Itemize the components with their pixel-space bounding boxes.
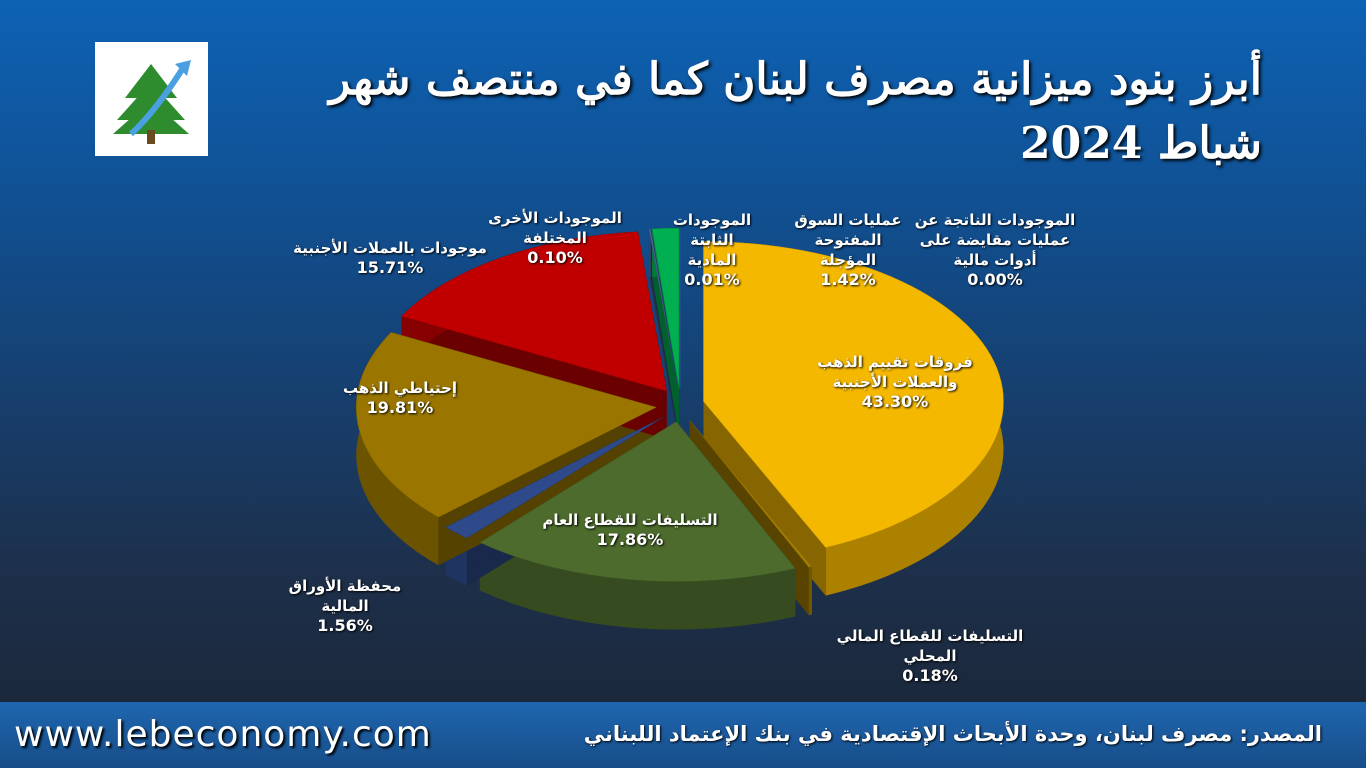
value-label: 1.42% — [820, 270, 876, 289]
slice-label: الموجودات الثابتة المادية 0.01% — [672, 210, 752, 290]
website: www.lebeconomy.com — [14, 714, 432, 755]
footer-band — [0, 702, 1366, 768]
category-label: موجودات بالعملات الأجنبية — [293, 239, 487, 257]
slice-label: التسليفات للقطاع المالي المحلي 0.18% — [820, 626, 1040, 686]
category-label: التسليفات للقطاع العام — [542, 511, 718, 529]
slice-label: الموجودات الأخرى المختلفة 0.10% — [455, 208, 655, 268]
chart-title: أبرز بنود ميزانية مصرف لبنان كما في منتص… — [329, 54, 1262, 169]
category-label: عمليات السوق المفتوحة المؤجلة — [794, 211, 902, 269]
value-label: 0.10% — [527, 248, 583, 267]
category-label: محفظة الأوراق المالية — [288, 577, 402, 615]
slice-label: الموجودات الناتجة عن عمليات مقايضة على أ… — [910, 210, 1080, 290]
slice — [651, 227, 680, 389]
value-label: 0.00% — [967, 270, 1023, 289]
slice — [401, 231, 667, 392]
slice-label: فروقات تقييم الذهب والعملات الأجنبية 43.3… — [795, 352, 995, 412]
slice-label: عمليات السوق المفتوحة المؤجلة 1.42% — [793, 210, 903, 290]
category-label: التسليفات للقطاع المالي المحلي — [836, 627, 1024, 665]
value-label: 43.30% — [861, 392, 929, 411]
category-label: الموجودات الثابتة المادية — [672, 211, 752, 269]
slice-side — [808, 566, 812, 616]
value-label: 1.56% — [317, 616, 373, 635]
slice-label: موجودات بالعملات الأجنبية 15.71% — [280, 238, 500, 278]
logo — [95, 42, 208, 156]
slice-label: التسليفات للقطاع العام 17.86% — [530, 510, 730, 550]
pie-chart — [355, 227, 1004, 630]
slice-label: إحتياطي الذهب 19.81% — [325, 378, 475, 418]
value-label: 15.71% — [356, 258, 424, 277]
value-label: 19.81% — [366, 398, 434, 417]
slice — [479, 421, 796, 582]
category-label: إحتياطي الذهب — [342, 379, 458, 397]
category-label: فروقات تقييم الذهب والعملات الأجنبية — [817, 353, 973, 391]
slice-side — [648, 228, 651, 278]
value-label: 0.18% — [902, 666, 958, 685]
slice — [355, 332, 657, 518]
value-label: 0.01% — [684, 270, 740, 289]
slice-side — [479, 542, 796, 630]
slice-label: محفظة الأوراق المالية 1.56% — [265, 576, 425, 636]
slice — [445, 416, 664, 539]
slice — [703, 241, 1004, 548]
logo-icon — [113, 60, 191, 144]
category-label: الموجودات الأخرى المختلفة — [488, 209, 622, 247]
slice — [650, 228, 679, 389]
category-label: الموجودات الناتجة عن عمليات مقايضة على أ… — [914, 211, 1076, 269]
slice — [689, 420, 813, 568]
value-label: 17.86% — [596, 530, 664, 549]
source-note: المصدر: مصرف لبنان، وحدة الأبحاث الإقتصا… — [583, 722, 1322, 746]
